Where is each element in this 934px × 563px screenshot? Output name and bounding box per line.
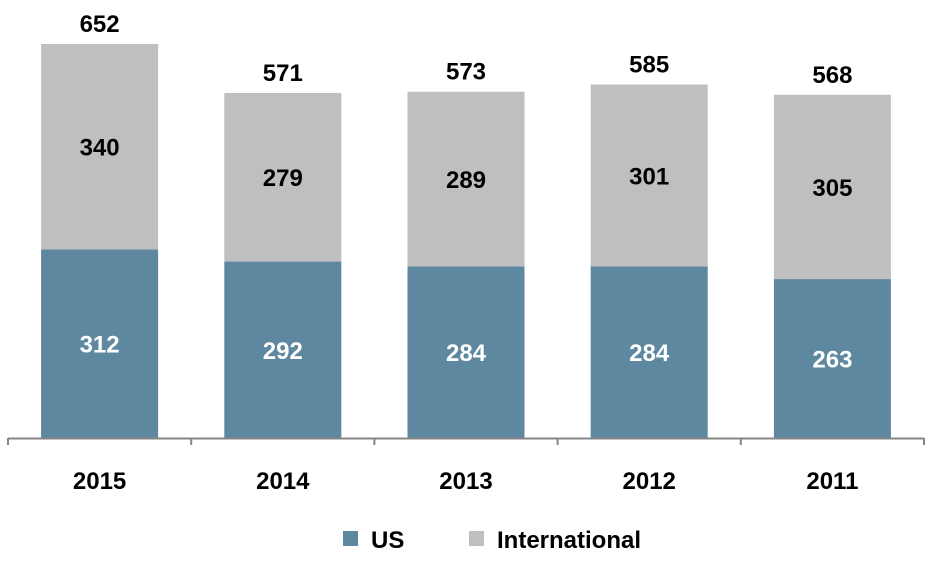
total-label-2011: 568 <box>812 62 852 89</box>
bar-international-2014 <box>224 92 342 262</box>
data-label-us-2014: 292 <box>263 338 303 365</box>
data-label-us-2015: 312 <box>80 332 120 359</box>
bar-us-2011 <box>773 279 891 438</box>
data-label-us-2013: 284 <box>446 340 487 367</box>
data-label-international-2015: 340 <box>80 135 120 162</box>
bars-layer <box>41 44 891 438</box>
x-axis: 2015 2014 2013 2012 2011 <box>7 437 925 495</box>
total-label-2015: 652 <box>80 11 120 38</box>
data-label-us-2012: 284 <box>629 340 670 367</box>
labels-layer: 312 340 652 292 279 571 284 289 573 284 301 585 263 3… <box>80 11 853 374</box>
data-label-international-2011: 305 <box>812 175 852 202</box>
bar-us-2015 <box>41 249 159 438</box>
bar-us-2012 <box>590 266 708 438</box>
bar-us-2014 <box>224 261 342 438</box>
bar-international-2011 <box>773 94 891 280</box>
data-label-international-2013: 289 <box>446 167 486 194</box>
legend-swatch-international <box>469 531 484 546</box>
legend-label-us: US <box>371 527 404 554</box>
bar-international-2012 <box>590 84 708 267</box>
bar-international-2013 <box>407 91 525 267</box>
x-tick-label-2011: 2011 <box>806 468 858 495</box>
data-label-international-2014: 279 <box>263 165 303 192</box>
data-label-us-2011: 263 <box>812 347 852 374</box>
x-tick-label-2013: 2013 <box>439 468 492 495</box>
total-label-2014: 571 <box>263 60 303 87</box>
total-label-2012: 585 <box>629 51 669 78</box>
legend-swatch-us <box>343 531 358 546</box>
bar-us-2013 <box>407 266 525 438</box>
total-label-2013: 573 <box>446 59 486 86</box>
bar-international-2015 <box>41 44 159 250</box>
data-label-international-2012: 301 <box>629 163 669 190</box>
x-tick-label-2012: 2012 <box>623 468 676 495</box>
legend: US International <box>343 527 641 554</box>
x-tick-label-2015: 2015 <box>73 468 126 495</box>
x-tick-label-2014: 2014 <box>256 468 310 495</box>
legend-label-international: International <box>497 527 641 554</box>
